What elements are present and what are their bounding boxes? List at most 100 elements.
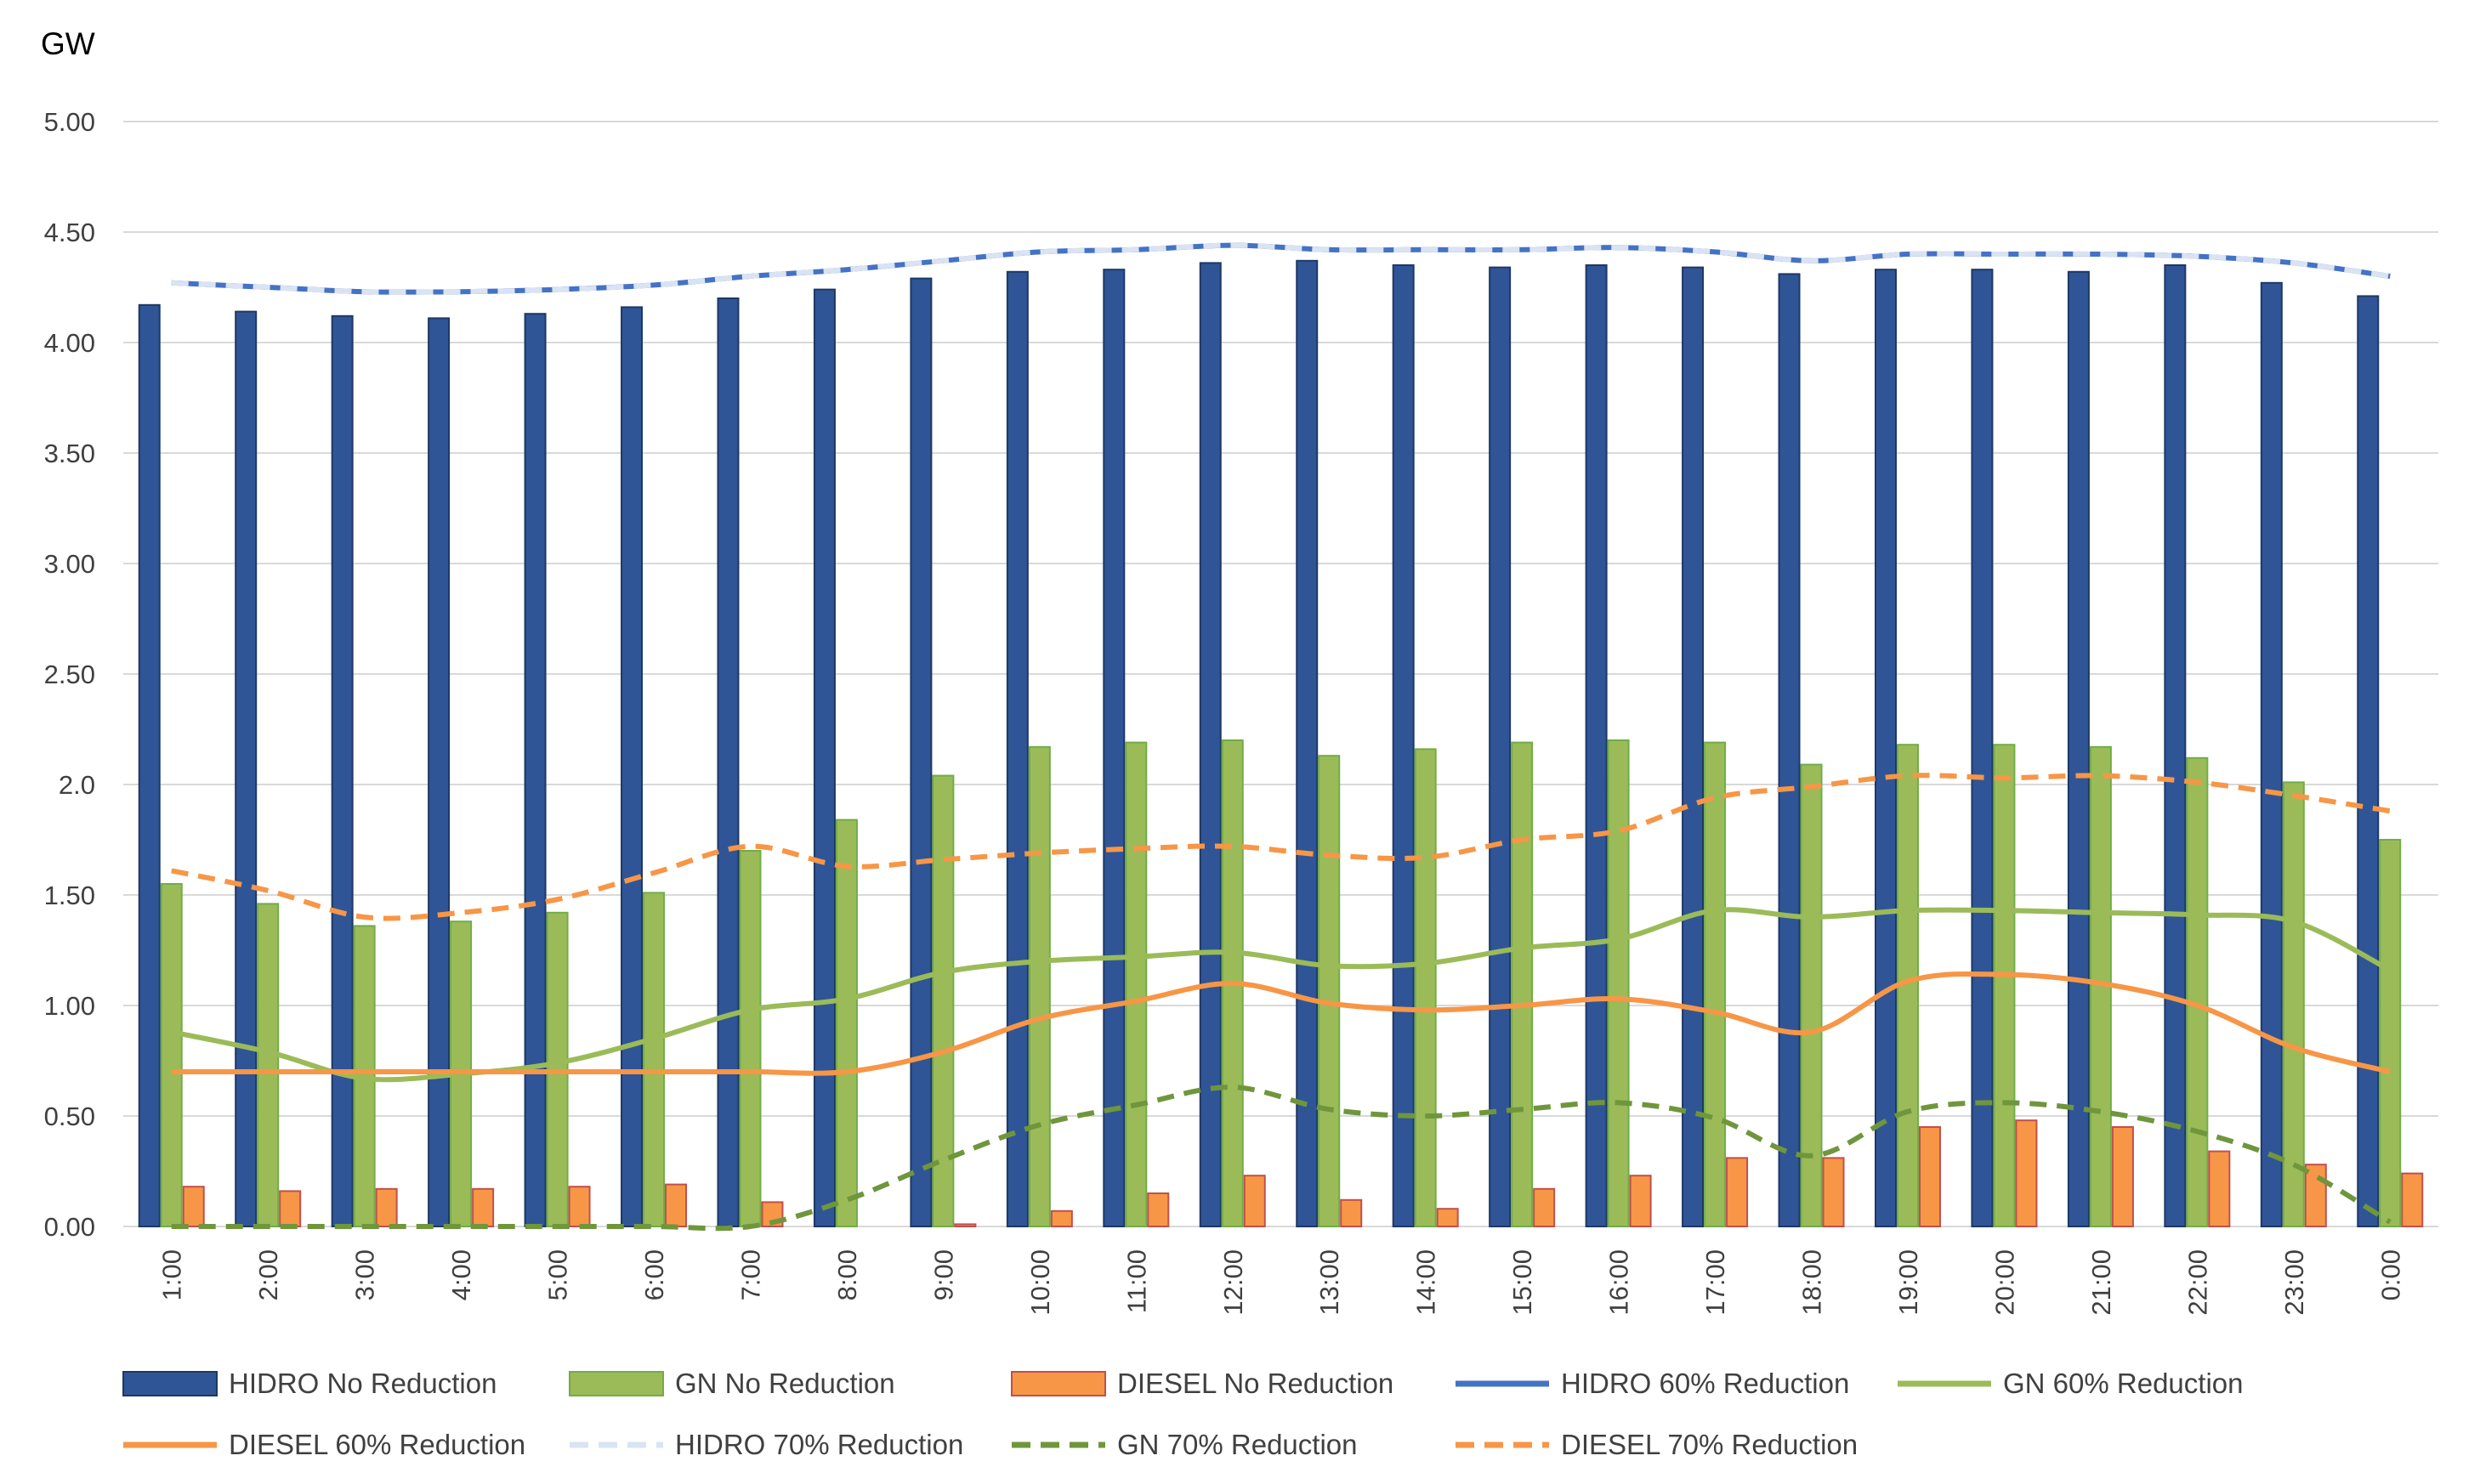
bar-hidro-no-reduction <box>138 303 161 1227</box>
x-tick-label: 1:00 <box>157 1249 187 1300</box>
bar-diesel-no-reduction <box>375 1187 398 1228</box>
bar-diesel-no-reduction <box>182 1186 205 1227</box>
legend: HIDRO No Reduction GN No Reduction DIESEL … <box>122 1368 2243 1460</box>
y-tick-label: 0.00 <box>44 1212 95 1242</box>
bar-gn-no-reduction <box>2282 781 2305 1227</box>
bar-diesel-no-reduction <box>1436 1208 1459 1227</box>
x-tick-label: 16:00 <box>1604 1249 1634 1316</box>
y-tick-label: 4.00 <box>44 328 95 358</box>
line-diesel-60-reduction <box>171 971 2392 1076</box>
bar-gn-no-reduction <box>1125 741 1148 1227</box>
legend-label-hidro-60-reduction: HIDRO 60% Reduction <box>1561 1368 1849 1399</box>
y-tick-label: 1.00 <box>44 991 95 1021</box>
line-hidro-70-reduction <box>171 242 2391 295</box>
line-diesel-70-reduction <box>171 773 2391 921</box>
bar-hidro-no-reduction <box>2164 264 2187 1227</box>
bar-diesel-no-reduction <box>279 1190 302 1228</box>
y-tick-label: 4.50 <box>44 218 95 247</box>
bar-gn-no-reduction <box>1511 741 1534 1227</box>
bar-gn-no-reduction <box>1800 763 1823 1227</box>
line-gn-60-reduction <box>171 907 2392 1083</box>
x-tick-label: 8:00 <box>832 1249 862 1300</box>
y-axis-tick-labels: 0.00 0.50 1.00 1.50 2.0 2.50 3.00 3.50 4.00 4.50 5… <box>44 107 95 1242</box>
bar-hidro-no-reduction <box>621 306 644 1227</box>
bar-gn-no-reduction <box>643 892 666 1228</box>
bar-diesel-no-reduction <box>2015 1119 2038 1227</box>
legend-label-diesel-no-reduction: DIESEL No Reduction <box>1117 1368 1393 1399</box>
x-tick-label: 0:00 <box>2375 1249 2405 1300</box>
bar-hidro-no-reduction <box>235 310 258 1228</box>
x-tick-label: 23:00 <box>2279 1249 2309 1316</box>
x-tick-label: 2:00 <box>253 1249 283 1300</box>
x-tick-label: 20:00 <box>1989 1249 2019 1316</box>
bar-gn-no-reduction <box>1318 755 1341 1227</box>
bar-diesel-no-reduction <box>2304 1164 2327 1227</box>
bar-hidro-no-reduction <box>1682 266 1705 1228</box>
bar-hidro-no-reduction <box>1778 273 1801 1227</box>
bar-hidro-no-reduction <box>1103 269 1126 1228</box>
x-tick-label: 21:00 <box>2086 1249 2116 1316</box>
bar-gn-no-reduction <box>1704 741 1727 1227</box>
bar-diesel-no-reduction <box>1629 1175 1652 1227</box>
bar-gn-no-reduction <box>835 818 858 1227</box>
legend-label-gn-no-reduction: GN No Reduction <box>675 1368 895 1399</box>
x-tick-label: 18:00 <box>1797 1249 1827 1316</box>
bar-gn-no-reduction <box>1414 748 1437 1227</box>
bar-gn-no-reduction <box>1993 744 2016 1227</box>
bar-gn-no-reduction <box>1607 739 1630 1227</box>
bar-gn-no-reduction <box>2379 839 2402 1227</box>
bar-diesel-no-reduction <box>1726 1157 1749 1228</box>
bar-hidro-no-reduction <box>524 313 547 1228</box>
x-tick-label: 6:00 <box>639 1249 669 1300</box>
bar-hidro-no-reduction <box>1296 259 1319 1227</box>
bar-diesel-no-reduction <box>1243 1175 1266 1227</box>
y-tick-label: 0.50 <box>44 1102 95 1131</box>
y-tick-label: 5.00 <box>44 107 95 137</box>
legend-label-hidro-no-reduction: HIDRO No Reduction <box>229 1368 497 1399</box>
bar-gn-no-reduction <box>739 850 762 1227</box>
bar-diesel-no-reduction <box>472 1187 495 1228</box>
y-axis-unit-label: GW <box>41 26 95 61</box>
x-tick-label: 7:00 <box>735 1249 765 1300</box>
legend-label-gn-60-reduction: GN 60% Reduction <box>2003 1368 2243 1399</box>
legend-swatch-gn-no-reduction <box>569 1371 664 1396</box>
legend-label-diesel-60-reduction: DIESEL 60% Reduction <box>229 1429 525 1460</box>
bar-diesel-no-reduction <box>2401 1172 2424 1227</box>
x-tick-label: 22:00 <box>2182 1249 2212 1316</box>
bar-diesel-no-reduction <box>1340 1198 1363 1228</box>
x-tick-label: 3:00 <box>350 1249 380 1300</box>
gridlines <box>123 121 2438 1227</box>
bar-diesel-no-reduction <box>1533 1187 1556 1228</box>
x-tick-label: 10:00 <box>1025 1249 1055 1316</box>
x-tick-label: 15:00 <box>1507 1249 1537 1316</box>
bar-hidro-no-reduction <box>331 314 354 1227</box>
x-tick-label: 13:00 <box>1314 1249 1344 1316</box>
bar-gn-no-reduction <box>160 883 183 1227</box>
bar-diesel-no-reduction <box>1050 1209 1073 1228</box>
bar-diesel-no-reduction <box>1822 1157 1845 1228</box>
line-gn-70-reduction <box>171 1085 2392 1232</box>
bar-hidro-no-reduction <box>1392 264 1415 1227</box>
bar-diesel-no-reduction <box>1918 1126 1941 1227</box>
legend-swatch-diesel-no-reduction <box>1011 1371 1106 1396</box>
bar-gn-no-reduction <box>257 903 280 1228</box>
x-tick-label: 19:00 <box>1893 1249 1923 1316</box>
y-tick-label: 1.50 <box>44 881 95 910</box>
bar-hidro-no-reduction <box>1874 269 1897 1228</box>
y-tick-label: 2.0 <box>59 770 95 800</box>
bar-hidro-no-reduction <box>1489 266 1512 1228</box>
bar-hidro-no-reduction <box>2357 295 2380 1227</box>
x-tick-label: 11:00 <box>1121 1249 1151 1313</box>
bar-hidro-no-reduction <box>1585 264 1608 1227</box>
bar-hidro-no-reduction <box>813 288 836 1228</box>
line-hidro-60-reduction <box>171 242 2391 295</box>
x-tick-label: 17:00 <box>1700 1249 1730 1316</box>
bar-gn-no-reduction <box>2186 756 2209 1227</box>
legend-swatch-hidro-no-reduction <box>122 1371 218 1396</box>
bar-hidro-no-reduction <box>910 277 933 1228</box>
bar-hidro-no-reduction <box>1971 269 1994 1228</box>
x-tick-label: 14:00 <box>1411 1249 1441 1316</box>
x-tick-label: 5:00 <box>543 1249 573 1300</box>
bar-diesel-no-reduction <box>568 1186 591 1227</box>
